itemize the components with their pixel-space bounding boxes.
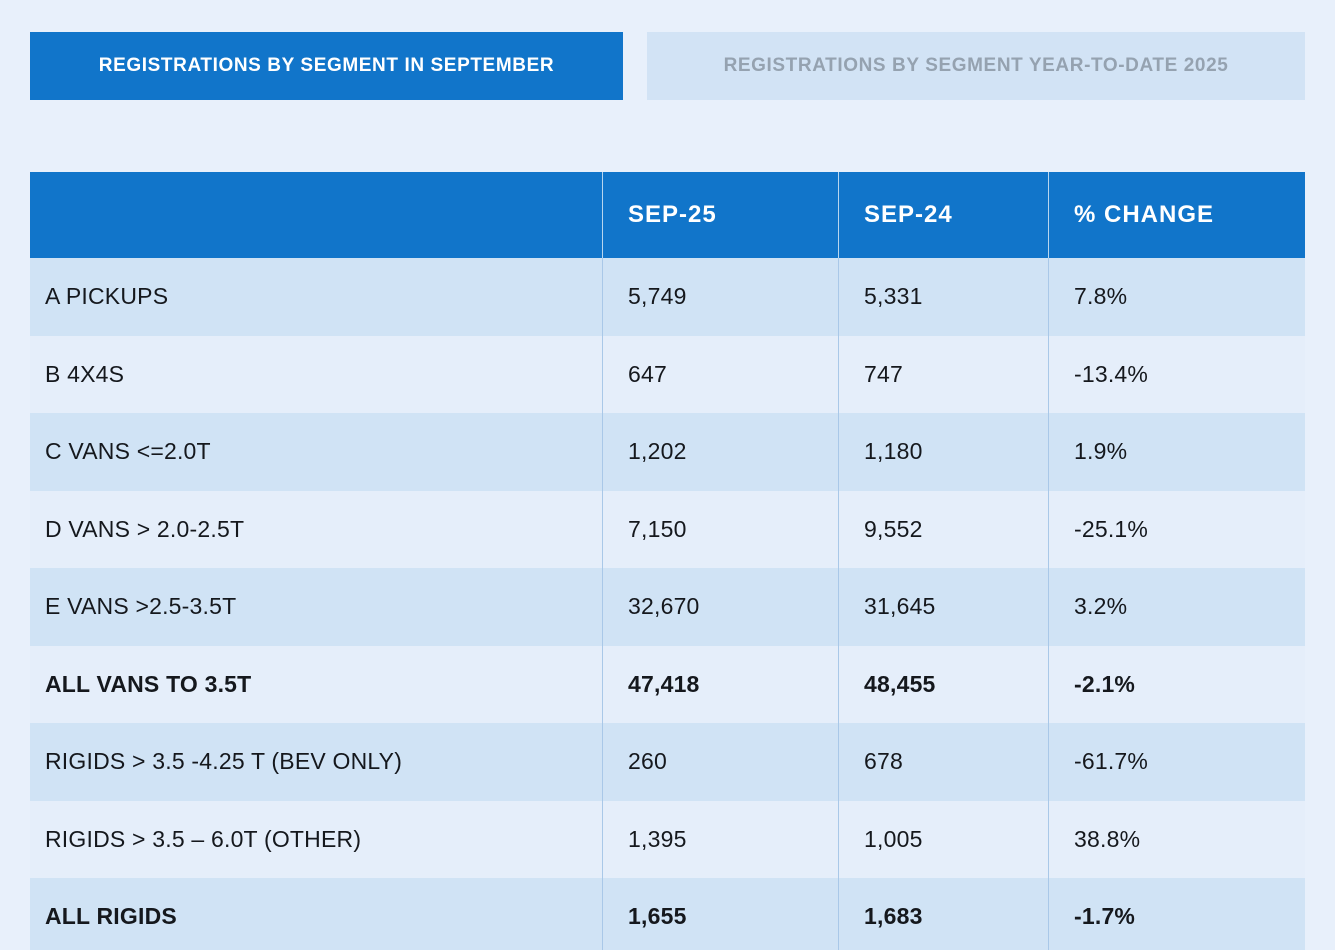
table-row-total-vans: ALL VANS TO 3.5T 47,418 48,455 -2.1% [30, 645, 1305, 723]
sep24-value: 678 [838, 723, 1048, 801]
change-value: -13.4% [1048, 335, 1305, 413]
sep25-value: 7,150 [602, 490, 838, 568]
sep24-value: 1,005 [838, 800, 1048, 878]
tab-year-to-date[interactable]: REGISTRATIONS BY SEGMENT YEAR-TO-DATE 20… [647, 32, 1305, 100]
sep25-value: 32,670 [602, 568, 838, 646]
segment-label: A PICKUPS [45, 283, 169, 310]
table-row: A PICKUPS 5,749 5,331 7.8% [30, 258, 1305, 336]
sep24-value: 1,180 [838, 413, 1048, 491]
change-value: 38.8% [1048, 800, 1305, 878]
sep24-value: 48,455 [838, 645, 1048, 723]
header-sep-25: SEP-25 [602, 172, 838, 258]
change-value: -25.1% [1048, 490, 1305, 568]
table-row: E VANS >2.5-3.5T 32,670 31,645 3.2% [30, 568, 1305, 646]
sep24-value: 747 [838, 335, 1048, 413]
header-segment [30, 172, 602, 258]
sep25-value: 1,655 [602, 878, 838, 950]
registrations-table: SEP-25 SEP-24 % CHANGE A PICKUPS 5,749 5… [30, 172, 1305, 950]
table-header-row: SEP-25 SEP-24 % CHANGE [30, 172, 1305, 258]
table-row: C VANS <=2.0T 1,202 1,180 1.9% [30, 413, 1305, 491]
table-row: D VANS > 2.0-2.5T 7,150 9,552 -25.1% [30, 490, 1305, 568]
tab-bar: REGISTRATIONS BY SEGMENT IN SEPTEMBER RE… [30, 32, 1305, 100]
change-value: -2.1% [1048, 645, 1305, 723]
sep24-value: 31,645 [838, 568, 1048, 646]
segment-label: RIGIDS > 3.5 – 6.0T (OTHER) [45, 825, 362, 852]
table-row: RIGIDS > 3.5 – 6.0T (OTHER) 1,395 1,005 … [30, 800, 1305, 878]
segment-label: ALL RIGIDS [45, 903, 177, 930]
change-value: 1.9% [1048, 413, 1305, 491]
sep25-value: 1,395 [602, 800, 838, 878]
sep24-value: 1,683 [838, 878, 1048, 950]
table-row-total-rigids: ALL RIGIDS 1,655 1,683 -1.7% [30, 878, 1305, 950]
sep24-value: 9,552 [838, 490, 1048, 568]
sep25-value: 647 [602, 335, 838, 413]
segment-label: B 4X4S [45, 360, 125, 387]
header-sep-24: SEP-24 [838, 172, 1048, 258]
segment-label: C VANS <=2.0T [45, 438, 211, 465]
segment-label: RIGIDS > 3.5 -4.25 T (BEV ONLY) [45, 748, 403, 775]
change-value: 7.8% [1048, 258, 1305, 336]
tab-september[interactable]: REGISTRATIONS BY SEGMENT IN SEPTEMBER [30, 32, 623, 100]
table-row: RIGIDS > 3.5 -4.25 T (BEV ONLY) 260 678 … [30, 723, 1305, 801]
sep25-value: 47,418 [602, 645, 838, 723]
segment-label: E VANS >2.5-3.5T [45, 593, 237, 620]
change-value: 3.2% [1048, 568, 1305, 646]
sep25-value: 5,749 [602, 258, 838, 336]
table-row: B 4X4S 647 747 -13.4% [30, 335, 1305, 413]
sep25-value: 1,202 [602, 413, 838, 491]
sep25-value: 260 [602, 723, 838, 801]
segment-label: ALL VANS TO 3.5T [45, 670, 252, 697]
change-value: -1.7% [1048, 878, 1305, 950]
header-percent-change: % CHANGE [1048, 172, 1305, 258]
change-value: -61.7% [1048, 723, 1305, 801]
sep24-value: 5,331 [838, 258, 1048, 336]
segment-label: D VANS > 2.0-2.5T [45, 515, 245, 542]
